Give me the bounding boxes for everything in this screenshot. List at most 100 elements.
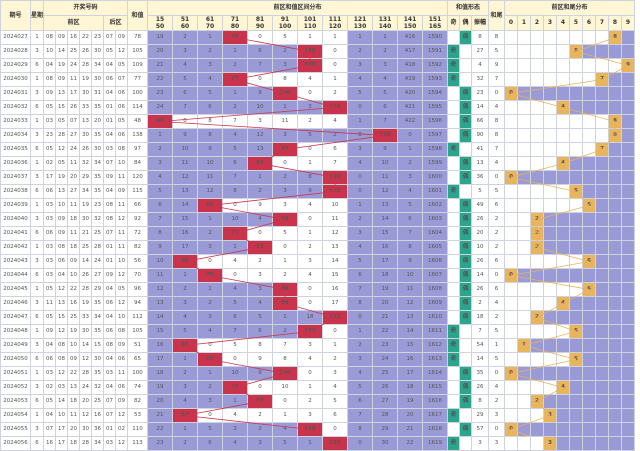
range-hit-cell: 74 [222, 380, 249, 395]
odd-cell: 奇 [447, 408, 461, 423]
front-number: 16 [91, 408, 105, 423]
issue-cell: 2024051 [0, 366, 31, 381]
back-number: 01 [103, 114, 117, 129]
front-number: 35 [91, 170, 105, 185]
even-cell [459, 324, 473, 339]
range-miss-cell: 3 [172, 44, 199, 59]
tail-miss-cell [569, 268, 584, 283]
table-row: 2024049 3 04 08 10 14 15 08 09 51 16 51 0 5 8 7 3 1 2 23 15 1… [0, 338, 636, 353]
range-miss-cell: 0 [347, 170, 374, 185]
tail-miss-cell [530, 366, 545, 381]
range-miss-cell: 5 [272, 436, 299, 451]
range-miss-cell: 3 [247, 282, 274, 297]
front-number: 32 [79, 156, 93, 171]
front-number: 30 [79, 212, 93, 227]
range-miss-cell: 0 [197, 254, 224, 269]
range-miss-cell: 1 [247, 170, 274, 185]
tail-label-cell: 0 [488, 268, 506, 283]
tail-miss-cell [530, 338, 545, 353]
tail-miss-cell [582, 128, 597, 143]
tail-miss-cell [608, 310, 623, 325]
front-number: 12 [55, 324, 69, 339]
tail-miss-cell [530, 422, 545, 437]
range-miss-cell: 1 [272, 254, 299, 269]
front-number: 08 [43, 30, 57, 45]
range-miss-cell: 10 [222, 366, 249, 381]
back-number: 11 [115, 170, 129, 185]
range-top: 15 [155, 16, 165, 24]
range-hit-cell: 77 [222, 72, 249, 87]
range-miss-cell: 21 [397, 422, 424, 437]
tail-miss-cell [504, 156, 519, 171]
sum-cell: 97 [127, 142, 149, 157]
range-miss-cell: 0 [297, 366, 324, 381]
tail-miss-cell [556, 30, 571, 45]
range-miss-cell: 4 [372, 72, 399, 87]
range-hit-cell: 70 [197, 268, 224, 283]
back-number: 09 [115, 338, 129, 353]
back-number: 12 [115, 44, 129, 59]
range-miss-cell: 5 [297, 128, 324, 143]
issue-cell: 2024041 [0, 226, 31, 241]
front-number: 08 [43, 72, 57, 87]
range-miss-cell: 15 [172, 212, 199, 227]
tail-miss-cell [608, 338, 623, 353]
range-miss-cell: 1617 [422, 408, 449, 423]
back-number: 04 [103, 58, 117, 73]
table-row: 2024042 1 03 08 18 25 28 01 11 82 9 17 3 1 82 0 2 13 4 16 8 1… [0, 240, 636, 255]
tail-miss-cell [621, 296, 636, 311]
range-miss-cell: 29 [372, 422, 399, 437]
front-number: 34 [91, 156, 105, 171]
front-number: 09 [55, 30, 69, 45]
back-number: 08 [115, 324, 129, 339]
range-miss-cell: 6 [222, 156, 249, 171]
range-miss-cell: 1 [197, 282, 224, 297]
tail-miss-cell [608, 212, 623, 227]
front-number: 20 [67, 422, 81, 437]
front-number: 25 [91, 394, 105, 409]
even-cell [459, 408, 473, 423]
issue-cell: 2024054 [0, 408, 31, 423]
table-row: 2024028 3 10 14 25 26 30 05 12 105 20 3 2 1 6 2 105 0 2 2 41… [0, 44, 636, 59]
range-miss-cell: 6 [322, 408, 349, 423]
range-bottom: 120 [328, 23, 342, 30]
front-number: 17 [55, 436, 69, 451]
tail-miss-cell [543, 184, 558, 199]
issue-cell: 2024035 [0, 142, 31, 157]
front-number: 26 [79, 44, 93, 59]
tail-miss-cell [543, 142, 558, 157]
tail-miss-cell [621, 184, 636, 199]
range-miss-cell: 18 [397, 380, 424, 395]
front-number: 12 [55, 366, 69, 381]
tail-miss-cell [504, 212, 519, 227]
tail-miss-cell [517, 240, 532, 255]
even-cell: 偶 [459, 296, 473, 311]
tail-label-cell: 2 [488, 394, 506, 409]
tail-miss-cell [569, 212, 584, 227]
front-number: 12 [79, 408, 93, 423]
back-number: 01 [103, 254, 117, 269]
range-miss-cell: 1 [297, 436, 324, 451]
tail-miss-cell [556, 142, 571, 157]
front-number: 23 [91, 30, 105, 45]
range-miss-cell: 3 [197, 310, 224, 325]
week-cell: 3 [29, 338, 45, 353]
odd-cell [447, 86, 461, 101]
back-number: 04 [103, 310, 117, 325]
front-number: 28 [79, 282, 93, 297]
range-miss-cell: 6 [347, 394, 374, 409]
tail-miss-cell [504, 142, 519, 157]
issue-cell: 2024027 [0, 30, 31, 45]
front-number: 30 [91, 72, 105, 87]
range-miss-cell: 23 [147, 436, 174, 451]
tail-miss-cell [543, 170, 558, 185]
range-hit-cell: 65 [197, 352, 224, 367]
tail-hit-cell: 3 [543, 436, 558, 451]
even-cell: 偶 [459, 380, 473, 395]
tail-miss-cell [517, 184, 532, 199]
tail-miss-cell [504, 254, 519, 269]
range-miss-cell: 416 [397, 30, 424, 45]
tail-miss-cell [595, 198, 610, 213]
tail-miss-cell [621, 310, 636, 325]
